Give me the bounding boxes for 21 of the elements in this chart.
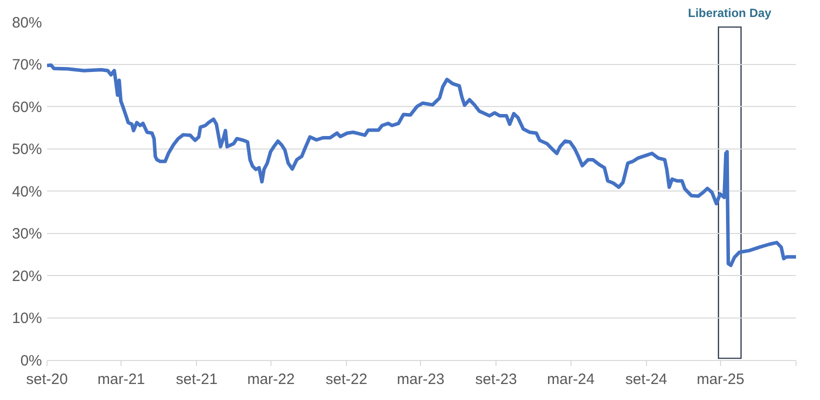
x-tick-label: mar-22 xyxy=(247,371,295,388)
y-tick-label: 40% xyxy=(12,183,42,200)
y-tick-label: 10% xyxy=(12,310,42,327)
x-tick-label: mar-23 xyxy=(396,371,444,388)
x-tick-label: mar-24 xyxy=(547,371,595,388)
x-tick-label: set-21 xyxy=(176,371,218,388)
y-tick-label: 50% xyxy=(12,141,42,158)
y-tick-label: 60% xyxy=(12,98,42,116)
line-series xyxy=(47,63,796,268)
x-tick-label: set-20 xyxy=(26,371,68,388)
x-tick-label: mar-21 xyxy=(97,371,145,388)
y-tick-label: 0% xyxy=(20,352,42,370)
x-tick-label: set-22 xyxy=(326,371,368,388)
y-tick-label: 30% xyxy=(12,226,42,242)
x-tick-label: set-23 xyxy=(475,371,517,388)
band-label: Liberation Day xyxy=(688,6,772,20)
y-tick-label: 70% xyxy=(12,56,42,74)
y-tick-label: 80% xyxy=(12,14,42,32)
y-tick-label: 20% xyxy=(12,268,42,285)
x-tick-label: set-24 xyxy=(625,371,668,388)
x-tick-label: mar-25 xyxy=(696,371,744,388)
